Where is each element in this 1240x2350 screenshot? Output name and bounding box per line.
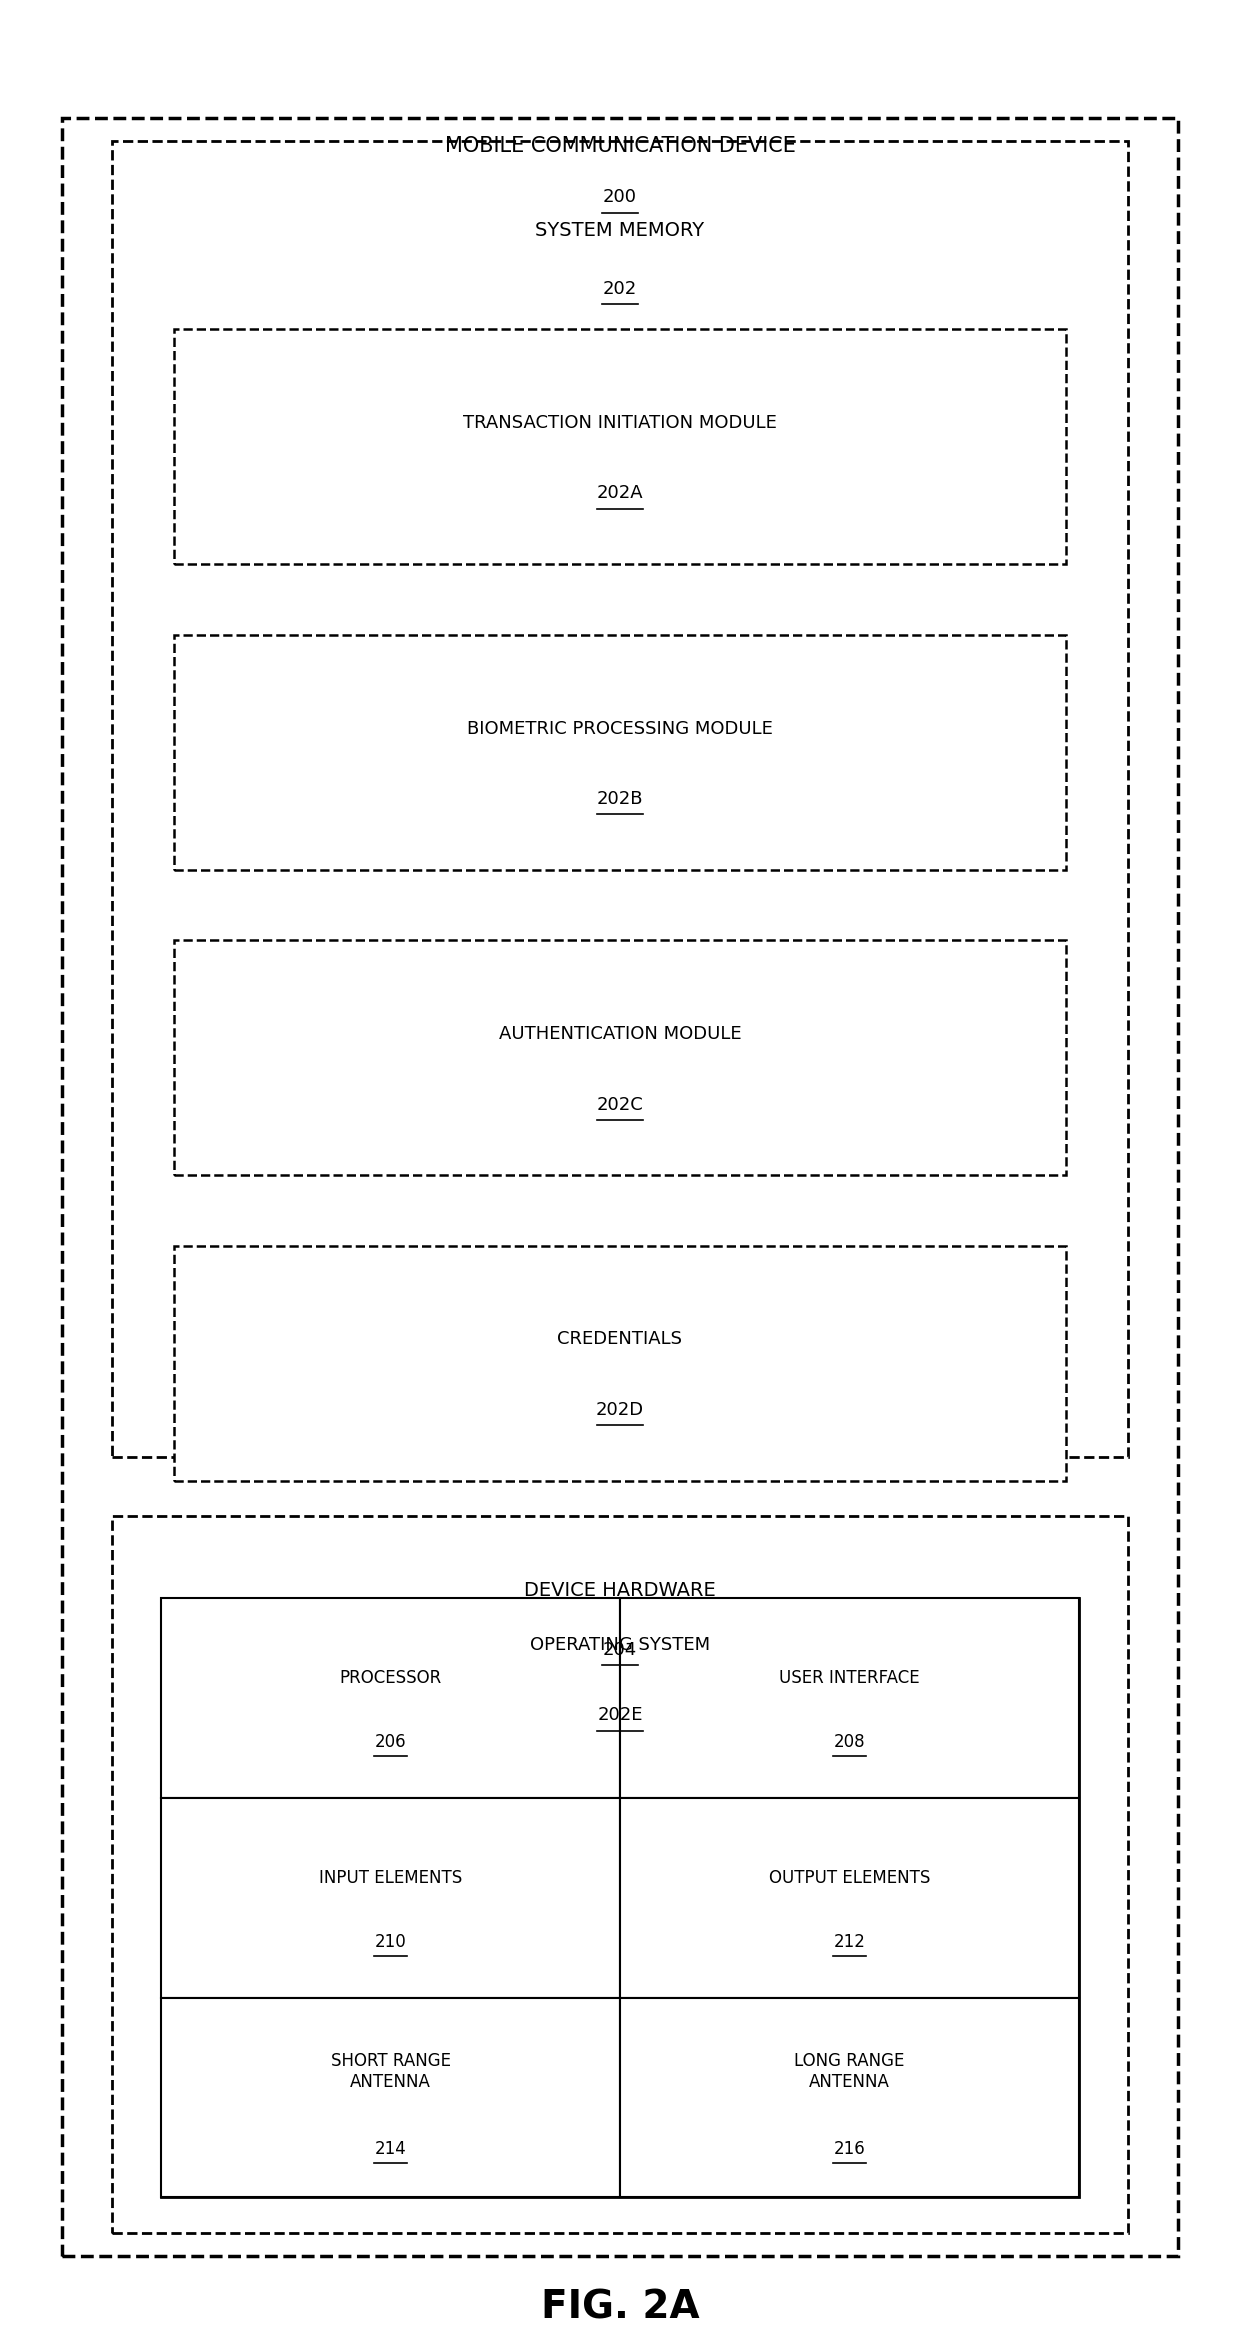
Bar <box>174 940 1066 1175</box>
Bar <box>174 1551 1066 1786</box>
Text: 202: 202 <box>603 280 637 298</box>
Bar <box>174 1246 1066 1480</box>
Text: TRANSACTION INITIATION MODULE: TRANSACTION INITIATION MODULE <box>463 414 777 432</box>
Text: FIG. 2A: FIG. 2A <box>541 2289 699 2326</box>
Text: 202A: 202A <box>596 484 644 503</box>
Text: 202C: 202C <box>596 1095 644 1114</box>
Text: 202E: 202E <box>598 1706 642 1725</box>
Text: OUTPUT ELEMENTS: OUTPUT ELEMENTS <box>769 1868 930 1887</box>
Text: LONG RANGE
ANTENNA: LONG RANGE ANTENNA <box>794 2052 905 2092</box>
Text: BIOMETRIC PROCESSING MODULE: BIOMETRIC PROCESSING MODULE <box>467 719 773 738</box>
Text: 214: 214 <box>374 2141 407 2157</box>
Text: 210: 210 <box>374 1932 407 1950</box>
Bar <box>174 329 1066 564</box>
Text: 200: 200 <box>603 188 637 207</box>
Text: 202D: 202D <box>596 1401 644 1419</box>
Text: MOBILE COMMUNICATION DEVICE: MOBILE COMMUNICATION DEVICE <box>445 136 795 155</box>
Text: AUTHENTICATION MODULE: AUTHENTICATION MODULE <box>498 1025 742 1043</box>
Text: SYSTEM MEMORY: SYSTEM MEMORY <box>536 221 704 240</box>
Bar <box>161 1998 620 2197</box>
Bar <box>161 1598 620 1798</box>
Text: DEVICE HARDWARE: DEVICE HARDWARE <box>525 1582 715 1600</box>
Text: 216: 216 <box>833 2141 866 2157</box>
Bar <box>112 1516 1128 2232</box>
Text: INPUT ELEMENTS: INPUT ELEMENTS <box>319 1868 463 1887</box>
Text: 212: 212 <box>833 1932 866 1950</box>
Text: PROCESSOR: PROCESSOR <box>340 1668 441 1687</box>
Text: 208: 208 <box>833 1732 866 1751</box>
Bar <box>161 1798 620 1998</box>
Bar <box>112 141 1128 1457</box>
Text: 202B: 202B <box>596 790 644 808</box>
Text: 206: 206 <box>374 1732 407 1751</box>
Bar <box>161 1598 1079 2197</box>
Bar <box>620 1598 1079 1798</box>
Text: OPERATING SYSTEM: OPERATING SYSTEM <box>529 1636 711 1654</box>
Bar <box>620 1798 1079 1998</box>
Bar <box>620 1998 1079 2197</box>
Text: SHORT RANGE
ANTENNA: SHORT RANGE ANTENNA <box>331 2052 450 2092</box>
Text: 204: 204 <box>603 1640 637 1659</box>
Text: CREDENTIALS: CREDENTIALS <box>558 1330 682 1349</box>
Bar <box>174 634 1066 870</box>
Text: USER INTERFACE: USER INTERFACE <box>779 1668 920 1687</box>
